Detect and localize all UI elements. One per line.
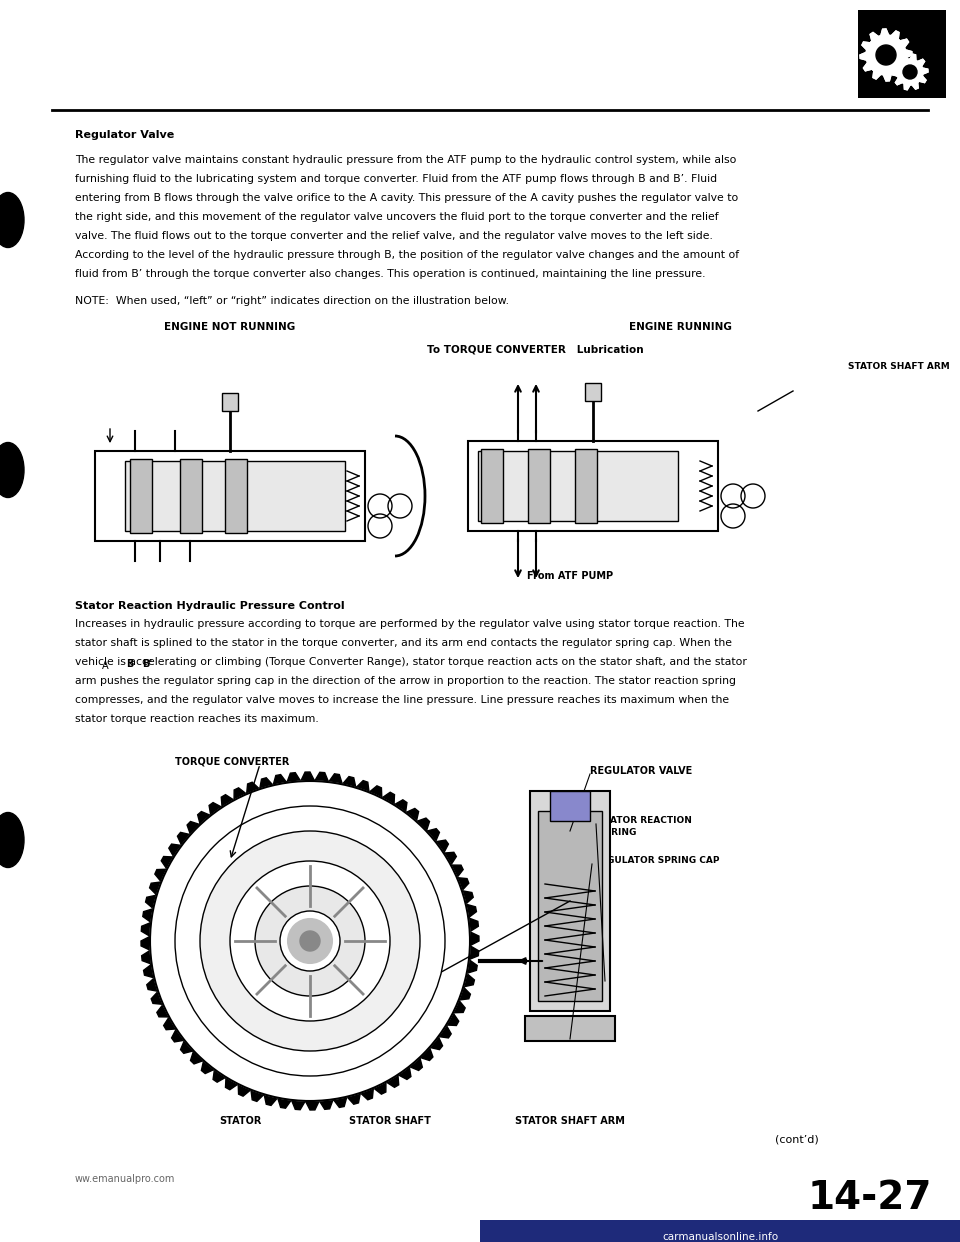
Text: B': B' xyxy=(142,660,152,669)
Circle shape xyxy=(150,781,470,1100)
Text: valve. The fluid flows out to the torque converter and the relief valve, and the: valve. The fluid flows out to the torque… xyxy=(75,231,713,241)
Bar xyxy=(585,383,601,401)
Text: compresses, and the regulator valve moves to increase the line pressure. Line pr: compresses, and the regulator valve move… xyxy=(75,696,730,705)
Text: arm pushes the regulator spring cap in the direction of the arrow in proportion : arm pushes the regulator spring cap in t… xyxy=(75,676,736,686)
Text: ENGINE RUNNING: ENGINE RUNNING xyxy=(629,322,732,332)
Text: fluid from B’ through the torque converter also changes. This operation is conti: fluid from B’ through the torque convert… xyxy=(75,270,706,279)
Bar xyxy=(550,791,590,821)
Polygon shape xyxy=(860,29,912,81)
Text: B: B xyxy=(127,660,133,669)
Polygon shape xyxy=(860,29,912,81)
Text: TORQUE CONVERTER: TORQUE CONVERTER xyxy=(175,756,289,766)
Bar xyxy=(468,441,718,532)
Text: According to the level of the hydraulic pressure through B, the position of the : According to the level of the hydraulic … xyxy=(75,250,739,260)
Circle shape xyxy=(175,806,445,1076)
Text: REGULATOR VALVE: REGULATOR VALVE xyxy=(590,766,692,776)
Text: Regulator Valve: Regulator Valve xyxy=(75,130,175,140)
Text: To TORQUE CONVERTER   Lubrication: To TORQUE CONVERTER Lubrication xyxy=(426,344,643,354)
Bar xyxy=(95,451,365,542)
Bar xyxy=(481,450,503,523)
Text: carmanualsonline.info: carmanualsonline.info xyxy=(662,1232,778,1242)
Text: stator shaft is splined to the stator in the torque converter, and its arm end c: stator shaft is splined to the stator in… xyxy=(75,638,732,648)
Bar xyxy=(222,392,238,411)
Text: 14-27: 14-27 xyxy=(807,1179,932,1217)
Circle shape xyxy=(280,910,340,971)
Text: STATOR REACTION
SPRING: STATOR REACTION SPRING xyxy=(598,816,692,837)
Bar xyxy=(575,450,597,523)
Bar xyxy=(530,791,610,1011)
Text: STATOR SHAFT ARM: STATOR SHAFT ARM xyxy=(516,1117,625,1126)
Text: vehicle is accelerating or climbing (Torque Converter Range), stator torque reac: vehicle is accelerating or climbing (Tor… xyxy=(75,657,747,667)
Text: stator torque reaction reaches its maximum.: stator torque reaction reaches its maxim… xyxy=(75,714,319,724)
Bar xyxy=(478,451,678,520)
Bar xyxy=(130,460,152,533)
Circle shape xyxy=(876,45,896,65)
Text: Stator Reaction Hydraulic Pressure Control: Stator Reaction Hydraulic Pressure Contr… xyxy=(75,601,345,611)
Bar xyxy=(538,811,602,1001)
Text: REGULATOR SPRING CAP: REGULATOR SPRING CAP xyxy=(594,856,719,864)
Text: The regulator valve maintains constant hydraulic pressure from the ATF pump to t: The regulator valve maintains constant h… xyxy=(75,155,736,165)
Ellipse shape xyxy=(0,442,24,498)
Circle shape xyxy=(300,932,320,951)
Text: ww.emanualpro.com: ww.emanualpro.com xyxy=(75,1174,176,1184)
Text: the right side, and this movement of the regulator valve uncovers the fluid port: the right side, and this movement of the… xyxy=(75,212,719,222)
Text: STATOR SHAFT ARM: STATOR SHAFT ARM xyxy=(848,361,949,371)
Circle shape xyxy=(903,65,917,79)
Bar xyxy=(180,460,202,533)
Ellipse shape xyxy=(0,812,24,867)
Text: entering from B flows through the valve orifice to the A cavity. This pressure o: entering from B flows through the valve … xyxy=(75,193,738,202)
Text: furnishing fluid to the lubricating system and torque converter. Fluid from the : furnishing fluid to the lubricating syst… xyxy=(75,174,717,184)
Circle shape xyxy=(288,919,332,963)
Bar xyxy=(858,10,946,98)
Bar xyxy=(525,1016,615,1041)
Circle shape xyxy=(200,831,420,1051)
Text: STATOR: STATOR xyxy=(219,1117,261,1126)
Text: STATOR SHAFT: STATOR SHAFT xyxy=(349,1117,431,1126)
Text: From ATF PUMP: From ATF PUMP xyxy=(527,571,613,581)
Circle shape xyxy=(230,861,390,1021)
Circle shape xyxy=(255,886,365,996)
Polygon shape xyxy=(892,55,928,89)
Text: NOTE:  When used, “left” or “right” indicates direction on the illustration belo: NOTE: When used, “left” or “right” indic… xyxy=(75,296,509,306)
Polygon shape xyxy=(141,773,479,1110)
Text: A: A xyxy=(102,661,108,671)
Bar xyxy=(528,450,550,523)
Ellipse shape xyxy=(0,193,24,247)
Bar xyxy=(480,1220,960,1242)
Bar xyxy=(125,461,345,532)
Text: (cont’d): (cont’d) xyxy=(775,1134,819,1144)
Bar xyxy=(225,460,247,533)
Polygon shape xyxy=(892,55,928,89)
Text: ENGINE NOT RUNNING: ENGINE NOT RUNNING xyxy=(164,322,296,332)
Text: Increases in hydraulic pressure according to torque are performed by the regulat: Increases in hydraulic pressure accordin… xyxy=(75,619,745,628)
